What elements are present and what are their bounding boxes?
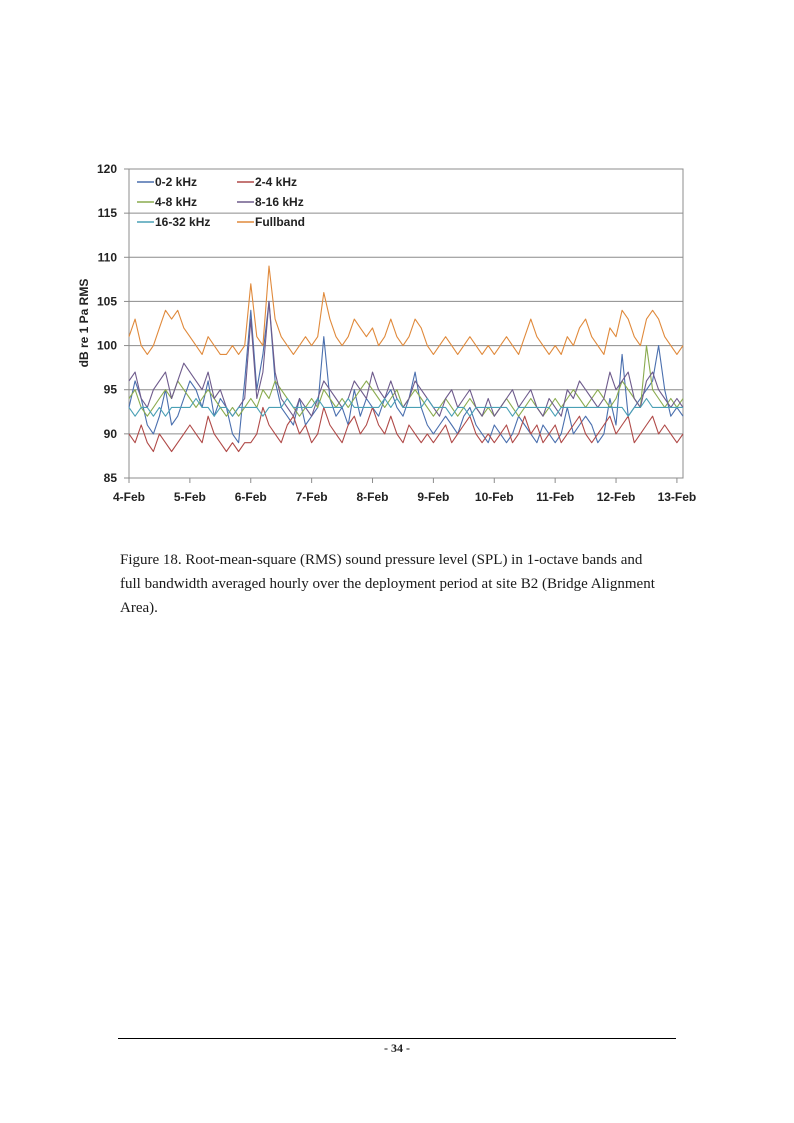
series-line-5 [128, 397, 683, 417]
x-axis-ticks: 4-Feb 5-Feb 6-Feb 7-Feb 8-Feb 9-Feb 10-Feb 11-F… [113, 478, 696, 504]
chart-legend: 0-2 kHz 2-4 kHz 4-8 kHz 8-16 kHz 16-32 kHz Fu… [137, 175, 305, 229]
series-line-1 [128, 300, 684, 444]
legend-label: 8-16 kHz [255, 195, 304, 209]
x-tick-label: 6-Feb [235, 490, 267, 504]
legend-label: Fullband [255, 215, 305, 229]
y-tick-label: 90 [104, 427, 118, 441]
legend-label: 4-8 kHz [155, 195, 197, 209]
page-number: - 34 - [384, 1041, 410, 1055]
x-tick-label: 7-Feb [296, 490, 328, 504]
line-chart: 85 90 95 100 105 110 115 120 4-Feb 5-Feb 6-Feb 7-F… [77, 162, 696, 504]
x-tick-label: 9-Feb [417, 490, 449, 504]
legend-label: 16-32 kHz [155, 215, 210, 229]
x-tick-label: 5-Feb [174, 490, 206, 504]
series-line-4 [128, 300, 684, 417]
y-tick-label: 120 [97, 162, 117, 176]
x-tick-label: 10-Feb [475, 490, 514, 504]
series-line-2 [128, 406, 684, 453]
y-tick-label: 105 [97, 294, 117, 308]
footer-divider [118, 1038, 676, 1039]
y-tick-label: 95 [104, 383, 118, 397]
y-tick-label: 100 [97, 339, 117, 353]
x-tick-label: 12-Feb [597, 490, 636, 504]
y-axis-label: dB re 1 Pa RMS [77, 279, 91, 368]
x-tick-label: 8-Feb [357, 490, 389, 504]
figure-caption: Figure 18. Root-mean-square (RMS) sound … [120, 552, 655, 616]
plot-area-border [128, 168, 684, 479]
y-tick-label: 110 [98, 250, 118, 264]
y-axis-ticks: 85 90 95 100 105 110 115 120 [97, 162, 129, 485]
legend-label: 2-4 kHz [255, 175, 297, 189]
chart-gridlines [129, 212, 683, 435]
x-tick-label: 4-Feb [113, 490, 145, 504]
legend-label: 0-2 kHz [155, 175, 197, 189]
y-tick-label: 85 [104, 471, 118, 485]
x-tick-label: 13-Feb [658, 490, 697, 504]
series-line-6 [128, 265, 684, 355]
x-tick-label: 11-Feb [536, 490, 574, 504]
chart-series [128, 265, 684, 453]
y-tick-label: 115 [98, 206, 118, 220]
